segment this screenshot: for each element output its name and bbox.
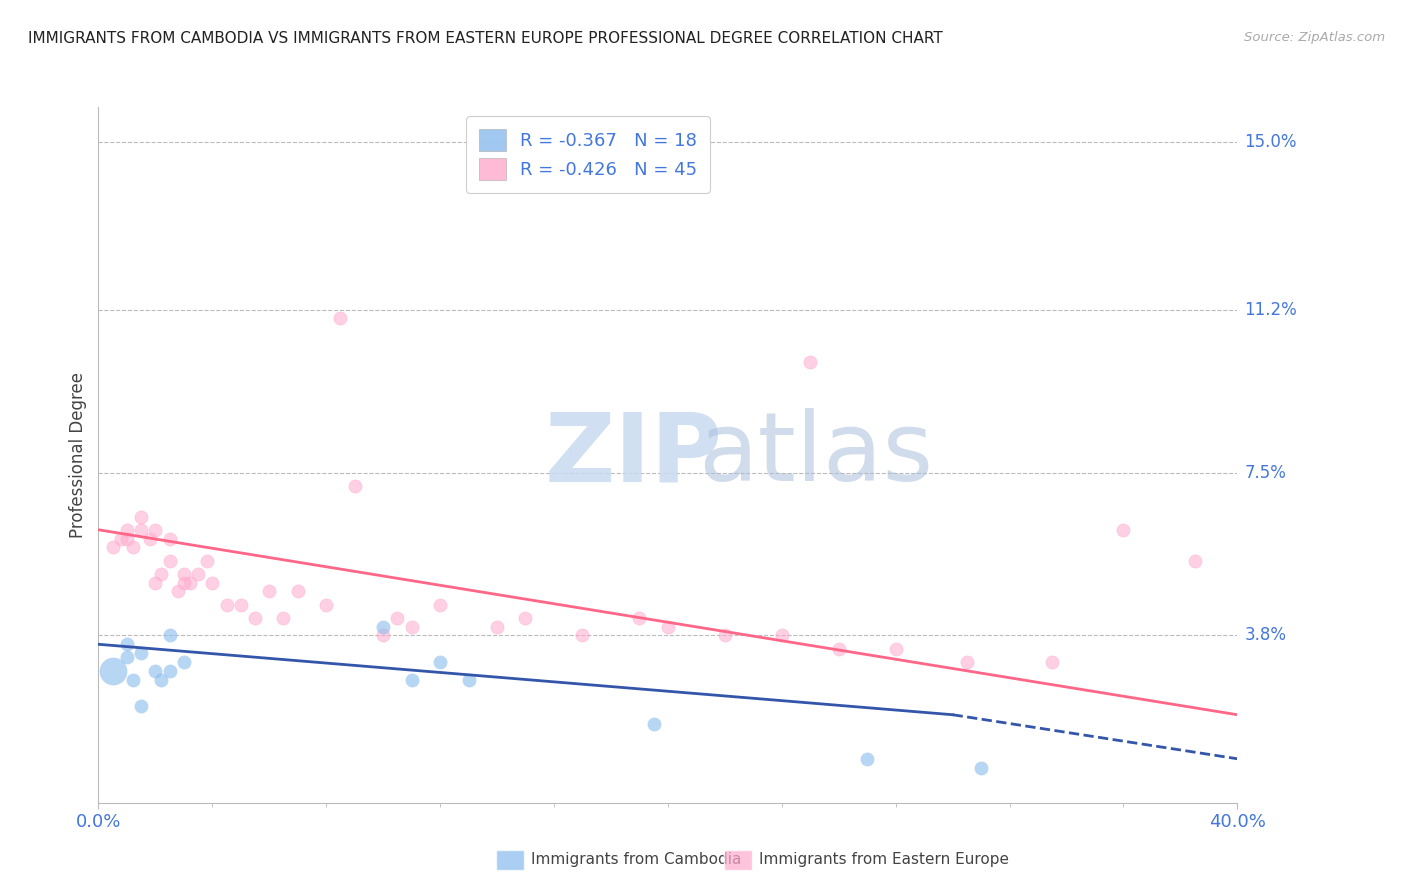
Point — [373, 620, 395, 634]
Point — [145, 664, 167, 678]
Point — [429, 655, 451, 669]
Point — [145, 575, 167, 590]
Point — [159, 532, 181, 546]
Point — [173, 566, 195, 581]
Point — [129, 509, 152, 524]
Point — [856, 752, 879, 766]
Text: Immigrants from Cambodia: Immigrants from Cambodia — [531, 853, 741, 867]
Point — [150, 566, 173, 581]
Point — [121, 673, 143, 687]
Point — [628, 611, 651, 625]
Point — [145, 523, 167, 537]
Point — [110, 532, 132, 546]
Point — [884, 641, 907, 656]
Point — [201, 575, 224, 590]
Point — [129, 698, 152, 713]
Point — [115, 637, 138, 651]
Y-axis label: Professional Degree: Professional Degree — [69, 372, 87, 538]
Point — [173, 655, 195, 669]
Text: atlas: atlas — [699, 409, 934, 501]
Point — [970, 761, 993, 775]
Point — [159, 553, 181, 567]
Point — [243, 611, 266, 625]
Point — [138, 532, 160, 546]
Point — [173, 575, 195, 590]
Point — [150, 673, 173, 687]
Point — [167, 584, 190, 599]
Point — [373, 628, 395, 642]
Point — [115, 650, 138, 665]
Point — [115, 523, 138, 537]
Point — [770, 628, 793, 642]
Point — [101, 541, 124, 555]
Point — [259, 584, 281, 599]
Text: ZIP: ZIP — [544, 409, 723, 501]
Legend: R = -0.367   N = 18, R = -0.426   N = 45: R = -0.367 N = 18, R = -0.426 N = 45 — [467, 116, 710, 193]
Point — [643, 716, 665, 731]
Point — [486, 620, 509, 634]
Text: 11.2%: 11.2% — [1244, 301, 1298, 318]
Point — [387, 611, 409, 625]
Point — [429, 598, 451, 612]
Text: Immigrants from Eastern Europe: Immigrants from Eastern Europe — [759, 853, 1010, 867]
Point — [714, 628, 737, 642]
Point — [101, 664, 124, 678]
Point — [956, 655, 979, 669]
Point — [657, 620, 679, 634]
Point — [115, 532, 138, 546]
Point — [329, 311, 352, 326]
Text: 7.5%: 7.5% — [1244, 464, 1286, 482]
Point — [457, 673, 479, 687]
Text: 15.0%: 15.0% — [1244, 133, 1296, 152]
Point — [179, 575, 201, 590]
Point — [315, 598, 337, 612]
Point — [159, 664, 181, 678]
Point — [215, 598, 238, 612]
Point — [1184, 553, 1206, 567]
Text: IMMIGRANTS FROM CAMBODIA VS IMMIGRANTS FROM EASTERN EUROPE PROFESSIONAL DEGREE C: IMMIGRANTS FROM CAMBODIA VS IMMIGRANTS F… — [28, 31, 943, 46]
Text: 3.8%: 3.8% — [1244, 626, 1286, 644]
Point — [343, 479, 366, 493]
Point — [187, 566, 209, 581]
Point — [571, 628, 593, 642]
Point — [401, 620, 423, 634]
Point — [1112, 523, 1135, 537]
Point — [195, 553, 218, 567]
Text: Source: ZipAtlas.com: Source: ZipAtlas.com — [1244, 31, 1385, 45]
Point — [159, 628, 181, 642]
Point — [515, 611, 537, 625]
Point — [229, 598, 252, 612]
Point — [401, 673, 423, 687]
Point — [129, 646, 152, 660]
Point — [273, 611, 295, 625]
Point — [121, 541, 143, 555]
Point — [828, 641, 851, 656]
Point — [1040, 655, 1063, 669]
Point — [287, 584, 309, 599]
Point — [129, 523, 152, 537]
Point — [799, 355, 821, 369]
